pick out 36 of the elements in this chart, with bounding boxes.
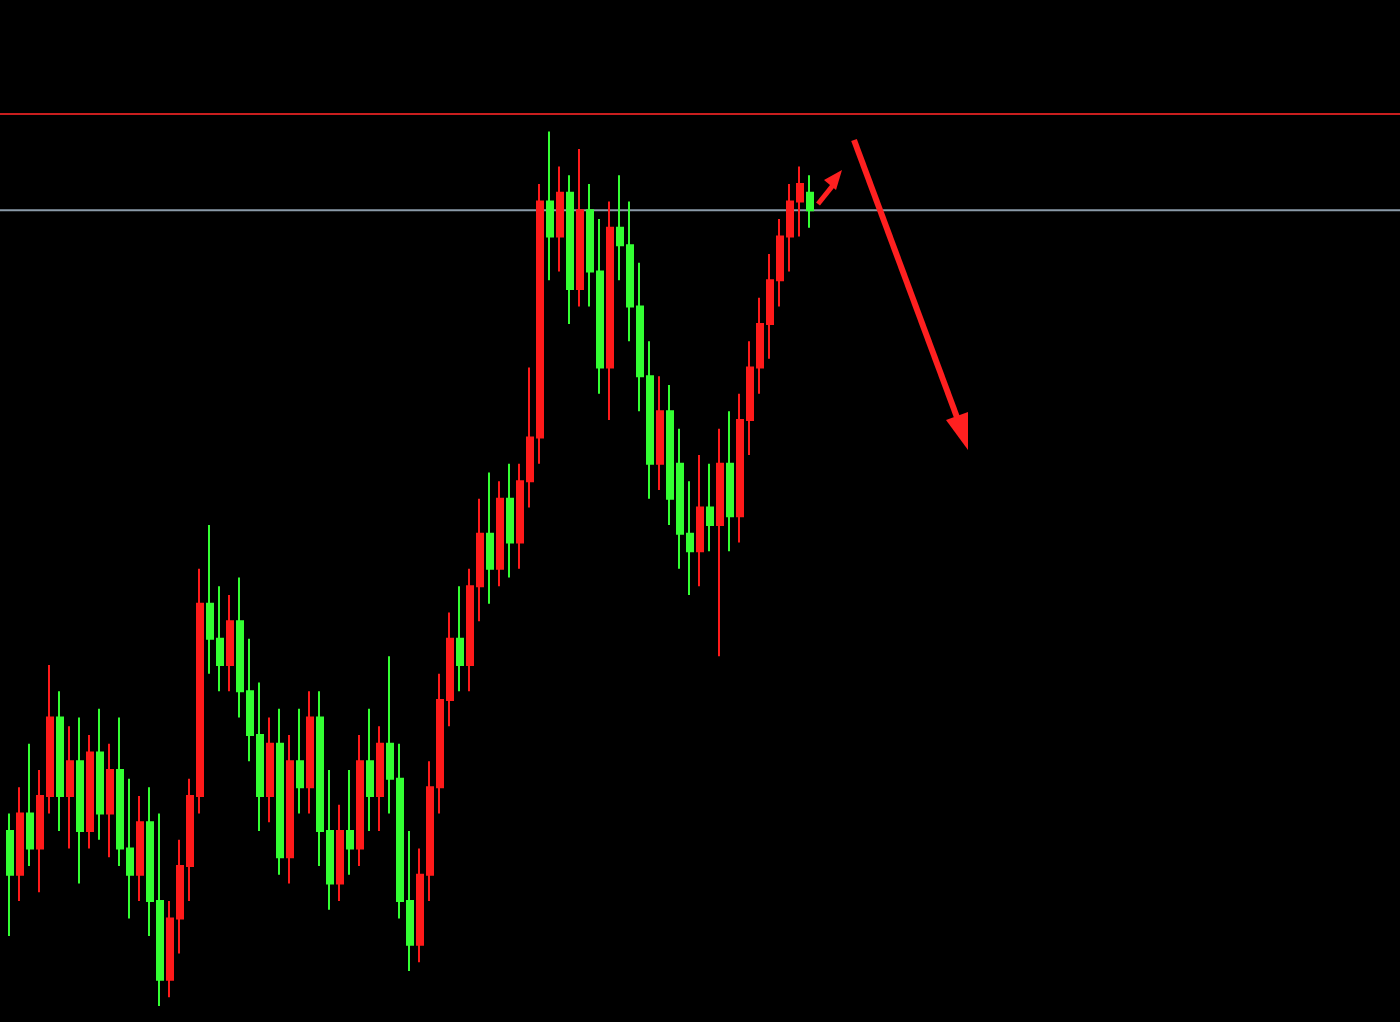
candlestick: [506, 462, 514, 579]
candlestick: [296, 707, 304, 815]
candlestick: [56, 690, 64, 833]
candlestick: [266, 716, 274, 824]
candlestick: [96, 707, 104, 841]
candlestick: [66, 725, 74, 850]
candlestick: [16, 786, 24, 903]
candlestick: [496, 480, 504, 588]
candlestick: [656, 375, 664, 492]
candlestick: [566, 174, 574, 325]
candlestick: [86, 733, 94, 850]
candlestick: [376, 725, 384, 833]
candlestick: [286, 733, 294, 885]
candlestick: [706, 462, 714, 553]
candlestick: [716, 427, 724, 658]
candlestick: [806, 174, 814, 229]
candlestick: [306, 690, 314, 815]
candlestick: [366, 707, 374, 833]
candlestick: [346, 768, 354, 876]
candlestick: [696, 454, 704, 588]
candlestick: [6, 812, 14, 938]
candlestick: [76, 716, 84, 885]
candlestick: [26, 742, 34, 868]
candlestick: [356, 733, 364, 868]
candlestick: [726, 410, 734, 553]
candlestick: [486, 471, 494, 605]
candlestick: [106, 742, 114, 859]
candlestick: [546, 130, 554, 282]
candlestick: [456, 585, 464, 693]
candlestick: [576, 147, 584, 308]
candlestick: [556, 165, 564, 273]
candlestick: [606, 200, 614, 422]
candlestick: [336, 803, 344, 903]
candlestick: [226, 593, 234, 693]
candlestick: [136, 795, 144, 903]
candlestick: [276, 707, 284, 876]
